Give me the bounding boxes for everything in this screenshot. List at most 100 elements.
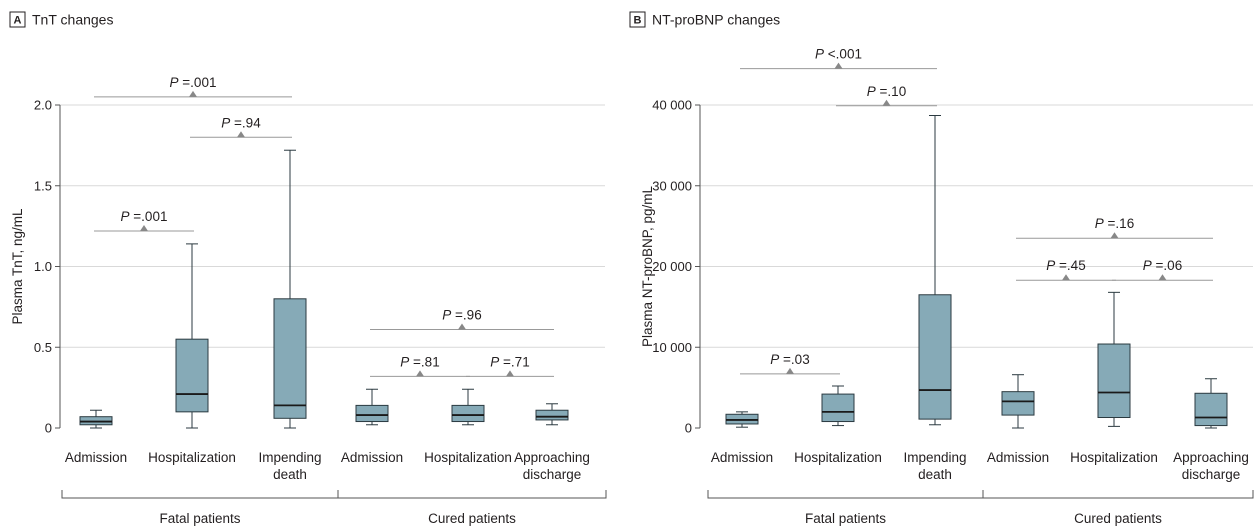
comparison: P =.81: [370, 354, 470, 377]
comparison: P =.001: [94, 209, 194, 232]
p-value: =.71: [499, 354, 529, 369]
p-symbol: P: [221, 115, 230, 130]
p-symbol: P: [442, 307, 451, 322]
comparison-marker: [834, 62, 843, 69]
p-value-label: P =.45: [1046, 258, 1085, 273]
panel-letter: B: [634, 15, 642, 27]
comparison: P =.16: [1016, 216, 1213, 239]
box-6: [1194, 378, 1228, 429]
box-5: [1097, 291, 1131, 427]
group-bracket-line: [337, 490, 607, 499]
x-category-label-line: Impending: [903, 450, 966, 465]
p-value: =.81: [409, 354, 439, 369]
y-tick-label: 1.0: [34, 259, 52, 274]
group-label: Fatal patients: [159, 511, 240, 526]
p-value: =.96: [451, 307, 481, 322]
p-symbol: P: [815, 47, 824, 62]
panel-letter-box: [9, 11, 26, 28]
p-value: =.16: [1104, 216, 1134, 231]
x-category-label: Admission: [987, 450, 1049, 465]
x-category-label-line: Admission: [65, 450, 127, 465]
x-category-label-line: Approaching: [1173, 450, 1249, 465]
x-category-label-line: Admission: [987, 450, 1049, 465]
box-iqr: [1001, 391, 1035, 416]
p-value-label: P =.94: [221, 115, 261, 130]
p-value-label: P =.96: [442, 307, 481, 322]
p-value-label: P =.10: [867, 84, 906, 99]
box-iqr: [1097, 343, 1131, 419]
comparison: P =.03: [740, 352, 840, 375]
comparison: P =.96: [370, 307, 554, 330]
x-category-label: Hospitalization: [794, 450, 882, 465]
p-value-label: P =.81: [400, 354, 439, 369]
p-value: =.06: [1152, 258, 1182, 273]
box-iqr: [175, 338, 209, 413]
group-label: Cured patients: [428, 511, 516, 526]
x-category-label-line: death: [273, 467, 307, 482]
y-tick-label: 10 000: [652, 340, 692, 355]
box-iqr: [355, 404, 389, 423]
box-6: [535, 403, 569, 426]
box-iqr: [273, 298, 307, 419]
x-category-label: Hospitalization: [148, 450, 236, 465]
group-bracket: Cured patients: [337, 490, 607, 526]
x-category-label: Hospitalization: [424, 450, 512, 465]
comparison: P =.001: [94, 75, 292, 98]
panel-letter: A: [14, 15, 22, 27]
box-3: [273, 149, 307, 429]
box-1: [725, 411, 759, 428]
group-bracket: Fatal patients: [707, 490, 984, 526]
comparison: P =.10: [836, 84, 937, 107]
p-value: =.94: [230, 115, 261, 130]
p-value: =.001: [179, 75, 217, 90]
y-axis-label: Plasma NT-proBNP, pg/mL: [640, 185, 655, 347]
y-tick-label: 20 000: [652, 259, 692, 274]
group-label: Cured patients: [1074, 511, 1162, 526]
y-tick-label: 1.5: [34, 178, 52, 193]
y-tick-label: 40 000: [652, 98, 692, 113]
p-symbol: P: [400, 354, 409, 369]
x-category-label-line: discharge: [1182, 467, 1241, 482]
p-value-label: P =.06: [1143, 258, 1182, 273]
box-1: [79, 409, 113, 429]
y-axis-label: Plasma TnT, ng/mL: [10, 208, 25, 325]
comparison-marker: [140, 224, 148, 231]
x-category-label: Hospitalization: [1070, 450, 1158, 465]
box-iqr: [821, 393, 855, 423]
x-category-label: Admission: [711, 450, 773, 465]
comparison-marker: [416, 370, 424, 377]
panel-a: A TnT changes 0 0.5 1.0 1.5 2.0 Plasma TnT, ng/…: [9, 11, 607, 526]
p-value: =.03: [779, 352, 809, 367]
x-category-label: Approaching discharge: [1173, 450, 1249, 482]
p-value-label: P =.16: [1095, 216, 1134, 231]
x-category-label-line: Hospitalization: [794, 450, 882, 465]
box-iqr: [451, 404, 485, 423]
comparison: P <.001: [740, 47, 937, 70]
y-tick-label: 30 000: [652, 178, 692, 193]
x-category-label: Approaching discharge: [514, 450, 590, 482]
box-5: [451, 388, 485, 426]
comparison-marker: [882, 99, 891, 106]
box-4: [355, 388, 389, 426]
x-category-label-line: Hospitalization: [1070, 450, 1158, 465]
comparison: P =.06: [1112, 258, 1213, 281]
comparison-marker: [1110, 232, 1119, 239]
group-bracket: Fatal patients: [61, 490, 339, 526]
comparison-marker: [506, 370, 514, 377]
group-bracket-line: [707, 490, 984, 499]
p-value: <.001: [824, 47, 862, 62]
x-category-label-line: Admission: [341, 450, 403, 465]
panel-title: TnT changes: [32, 12, 113, 28]
comparison-marker: [786, 367, 794, 374]
panel-title: NT-proBNP changes: [652, 12, 780, 28]
p-symbol: P: [121, 209, 130, 224]
x-category-label: Admission: [65, 450, 127, 465]
group-bracket: Cured patients: [982, 490, 1254, 526]
comparison-marker: [1062, 274, 1070, 281]
p-symbol: P: [490, 354, 499, 369]
p-value: =.10: [876, 84, 906, 99]
p-symbol: P: [1095, 216, 1104, 231]
x-category-label: Admission: [341, 450, 403, 465]
p-value-label: P <.001: [815, 47, 862, 62]
